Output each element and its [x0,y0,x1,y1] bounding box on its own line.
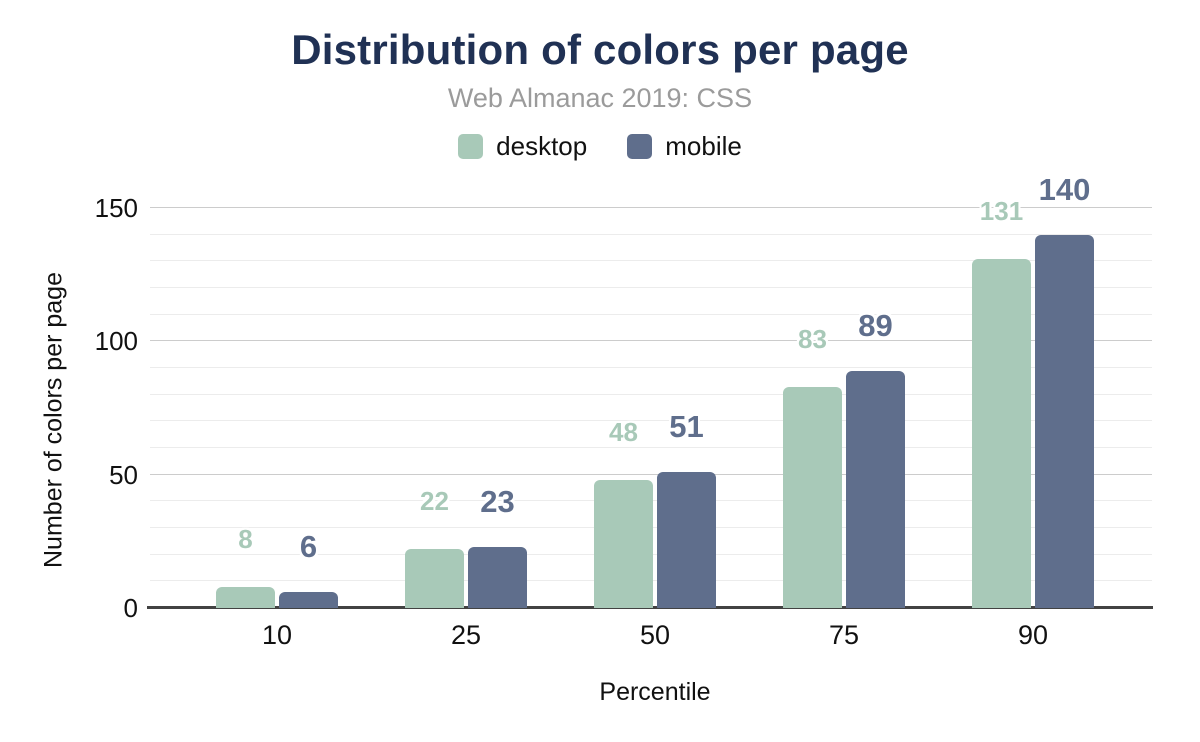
desktop-value-label: 131 [979,195,1024,226]
mobile-bar[interactable] [846,370,905,608]
legend-label-desktop: desktop [496,131,588,162]
desktop-bar[interactable] [783,386,842,608]
gridline [150,313,1152,315]
mobile-value-label: 89 [858,307,893,343]
mobile-bar[interactable] [657,472,716,608]
gridline [150,340,1152,342]
x-tick-label: 90 [1017,620,1049,650]
gridline [150,393,1152,395]
x-tick-label: 10 [261,620,293,650]
gridline [150,287,1152,288]
desktop-bar[interactable] [405,549,464,608]
legend-item-mobile: mobile [627,131,742,162]
y-axis-title: Number of colors per page [39,272,68,568]
mobile-bar[interactable] [468,546,527,608]
desktop-bar[interactable] [216,586,275,608]
y-tick-label: 150 [94,193,138,223]
desktop-value-label: 22 [420,486,449,517]
y-tick-label: 0 [123,593,138,623]
desktop-value-label: 83 [798,323,827,354]
gridline [150,260,1152,262]
desktop-bar[interactable] [594,480,653,608]
mobile-value-label: 6 [299,529,318,564]
mobile-value-label: 51 [669,409,704,444]
desktop-bar[interactable] [972,258,1031,608]
mobile-bar[interactable] [1035,234,1094,608]
chart-title: Distribution of colors per page [291,26,909,73]
plot-area: Percentile 8 6 10 22 23 25 48 51 50 83 89 75 131 140 9… [147,174,1153,706]
y-tick-label: 50 [109,459,138,490]
mobile-value-label: 140 [1038,171,1091,207]
chart-header: Distribution of colors per page Web Alma… [0,0,1200,114]
gridline [150,367,1152,368]
legend: desktop mobile [0,131,1200,162]
mobile-bar[interactable] [279,592,338,608]
mobile-value-label: 23 [480,483,515,519]
gridline [150,207,1152,208]
mobile-swatch-icon [627,134,653,160]
y-axis: 0 50 100 150 [0,195,138,621]
gridline [150,447,1152,448]
x-axis-title: Percentile [599,678,711,706]
x-tick-label: 50 [639,620,671,650]
desktop-value-label: 8 [238,523,253,554]
chart-subtitle: Web Almanac 2019: CSS [447,83,753,114]
legend-item-desktop: desktop [458,131,587,162]
gridline [150,473,1152,475]
legend-label-mobile: mobile [665,131,742,162]
desktop-swatch-icon [458,134,484,160]
y-tick-label: 100 [94,326,138,357]
gridline [150,420,1152,422]
desktop-value-label: 48 [609,417,638,447]
x-tick-label: 75 [828,620,860,650]
x-tick-label: 25 [450,620,482,650]
gridline [150,233,1152,235]
